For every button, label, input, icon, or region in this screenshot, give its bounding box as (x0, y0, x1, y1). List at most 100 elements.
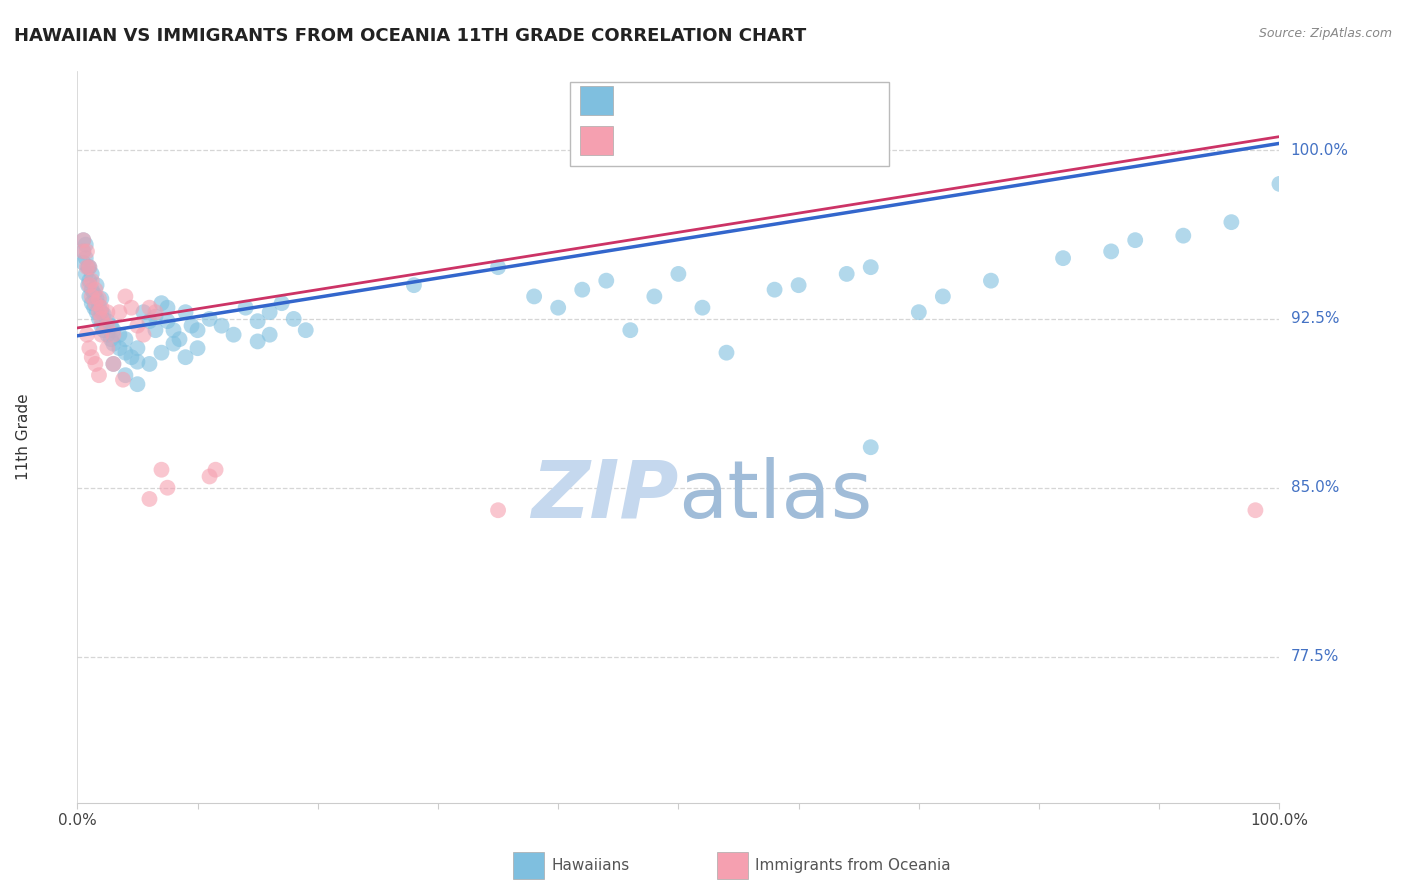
Point (87, 292, 110, 306)
Point (90, 301, 112, 315)
Point (72, 233, 94, 247)
Point (114, 368, 136, 383)
FancyBboxPatch shape (579, 86, 613, 115)
Point (90, 292, 112, 306)
Point (80, 274, 103, 288)
Point (75, 267, 97, 281)
Point (132, 305, 155, 319)
Point (486, 503, 509, 517)
Point (859, 260, 882, 275)
Point (96, 318, 118, 333)
Point (692, 301, 714, 315)
Text: 100.0%: 100.0% (1291, 143, 1348, 158)
Point (716, 345, 738, 359)
Point (103, 323, 125, 337)
Point (138, 491, 160, 506)
Point (80, 350, 103, 364)
Point (174, 350, 197, 364)
Point (103, 357, 125, 371)
Point (138, 314, 160, 328)
Text: atlas: atlas (679, 457, 873, 534)
Point (283, 312, 305, 326)
Point (76, 244, 98, 259)
Point (75, 237, 97, 252)
Point (198, 469, 221, 483)
Point (114, 345, 136, 359)
Point (76, 260, 98, 275)
Point (162, 336, 184, 351)
Text: Hawaiians: Hawaiians (551, 858, 630, 872)
Point (156, 314, 179, 328)
Point (235, 301, 257, 315)
Point (93, 307, 115, 321)
Point (90, 318, 112, 333)
Point (402, 278, 425, 293)
Text: 11th Grade: 11th Grade (15, 393, 31, 481)
Point (1123, 233, 1146, 247)
Point (103, 336, 125, 351)
Point (204, 463, 226, 477)
Point (79, 289, 101, 303)
Point (80, 296, 103, 310)
Point (79, 274, 101, 288)
Point (96, 327, 118, 342)
Point (571, 283, 593, 297)
Point (90, 327, 112, 342)
Point (198, 312, 221, 326)
Point (547, 301, 569, 315)
Point (100, 318, 122, 333)
Point (80, 267, 103, 281)
Point (145, 305, 167, 319)
Point (787, 278, 810, 293)
Text: R = 0.288   N = 37: R = 0.288 N = 37 (627, 132, 783, 150)
Point (93, 323, 115, 337)
Point (103, 327, 125, 342)
FancyBboxPatch shape (571, 82, 889, 167)
Point (127, 318, 149, 333)
Point (211, 318, 233, 333)
Point (180, 318, 202, 333)
Point (150, 345, 173, 359)
Point (80, 283, 103, 297)
Point (668, 267, 690, 281)
Point (86, 305, 108, 319)
Point (83, 301, 105, 315)
Point (145, 310, 167, 324)
Point (72, 233, 94, 247)
Point (87, 298, 110, 312)
Point (96, 314, 118, 328)
FancyBboxPatch shape (579, 126, 613, 155)
Text: Immigrants from Oceania: Immigrants from Oceania (755, 858, 950, 872)
Text: 85.0%: 85.0% (1291, 480, 1339, 495)
Point (108, 327, 131, 342)
Point (138, 357, 160, 371)
Point (96, 341, 118, 355)
Point (72, 244, 94, 259)
Point (859, 440, 882, 454)
Point (84, 357, 107, 371)
Point (132, 327, 155, 342)
Point (114, 289, 136, 303)
Point (103, 357, 125, 371)
Point (932, 289, 955, 303)
Point (643, 289, 665, 303)
Point (79, 260, 101, 275)
Point (127, 377, 149, 392)
Point (186, 323, 209, 337)
Point (90, 305, 112, 319)
Point (96, 305, 118, 319)
Point (80, 289, 103, 303)
Point (246, 334, 269, 349)
Point (120, 350, 142, 364)
Text: R = 0.594   N = 76: R = 0.594 N = 76 (627, 92, 783, 110)
Point (1099, 244, 1122, 259)
Point (162, 323, 184, 337)
Point (259, 305, 281, 319)
Point (86, 278, 108, 293)
Point (138, 301, 160, 315)
Point (595, 274, 617, 288)
Point (1268, 177, 1291, 191)
Point (246, 314, 269, 328)
Point (619, 323, 641, 337)
Point (150, 463, 173, 477)
